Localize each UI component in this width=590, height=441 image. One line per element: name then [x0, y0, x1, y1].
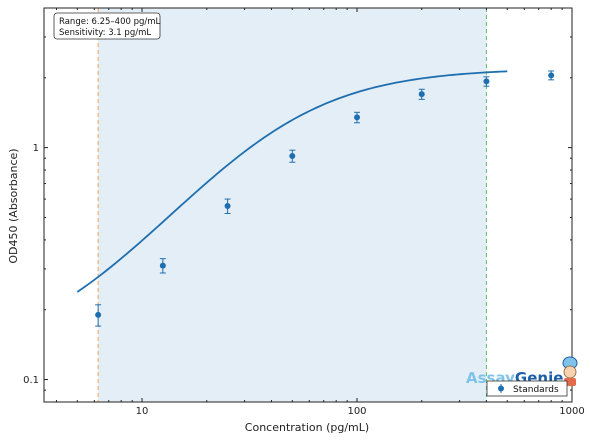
info-box: Range: 6.25–400 pg/mL Sensitivity: 3.1 p…	[53, 12, 161, 40]
data-point	[224, 203, 231, 210]
x-axis-label: Concentration (pg/mL)	[245, 421, 369, 434]
x-tick-label: 100	[347, 406, 366, 417]
info-box-sensitivity: Sensitivity: 3.1 pg/mL	[59, 28, 151, 38]
plot-frame	[43, 7, 573, 403]
legend-marker	[498, 385, 504, 392]
y-tick-label: 1	[33, 143, 39, 154]
working-range-band	[98, 8, 487, 402]
y-axis-label: OD450 (Absorbance)	[7, 148, 20, 263]
info-box-range: Range: 6.25–400 pg/mL	[59, 17, 161, 27]
data-point	[483, 78, 490, 85]
y-tick-label: 0.1	[23, 375, 39, 386]
legend: Standards	[486, 380, 568, 397]
data-point	[418, 91, 425, 98]
data-point	[548, 72, 555, 79]
data-point	[289, 153, 296, 160]
data-point	[95, 311, 102, 318]
fit-curve	[76, 70, 508, 293]
x-tick-label: 10	[136, 406, 149, 417]
legend-label-standards: Standards	[513, 385, 559, 395]
x-tick-label: 1000	[559, 406, 584, 417]
data-point	[354, 114, 361, 121]
data-point	[159, 262, 166, 269]
genie-mascot-icon	[562, 356, 578, 386]
